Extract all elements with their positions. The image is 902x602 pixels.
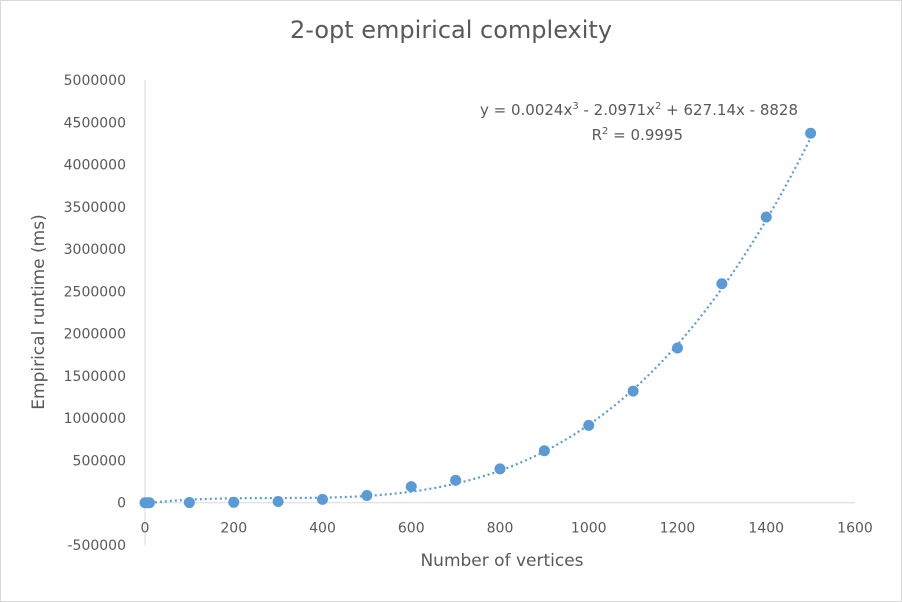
- y-tick-label: 4500000: [64, 115, 126, 131]
- y-tick-label: 2500000: [64, 284, 126, 300]
- eq-exp-2: 2: [655, 101, 661, 112]
- x-tick-label: 600: [398, 521, 425, 537]
- trendline-r-squared: R2 = 0.9995: [592, 126, 683, 144]
- x-tick-label: 200: [220, 521, 247, 537]
- data-point: [672, 342, 683, 354]
- data-point: [494, 463, 506, 475]
- data-point: [317, 493, 328, 505]
- x-tick-label: 800: [487, 521, 514, 537]
- eq-part-1: y = 0.0024x: [480, 101, 572, 119]
- y-tick-label: 3000000: [64, 242, 126, 258]
- data-point: [361, 490, 373, 502]
- x-tick-label: 1600: [837, 521, 873, 537]
- data-points: [139, 127, 817, 509]
- data-point: [450, 474, 462, 486]
- r2-prefix: R: [592, 126, 602, 144]
- y-tick-label: -500000: [68, 538, 127, 554]
- y-axis-title: Empirical runtime (ms): [29, 214, 49, 409]
- x-tick-label: 1000: [571, 521, 607, 537]
- x-axis-title: Number of vertices: [420, 551, 583, 571]
- x-tick-label: 400: [309, 521, 336, 537]
- r2-value: = 0.9995: [608, 126, 683, 144]
- data-point: [143, 497, 155, 509]
- y-tick-label: 0: [117, 496, 126, 512]
- data-point: [272, 495, 284, 507]
- data-point: [716, 278, 728, 290]
- data-point: [627, 385, 639, 397]
- trendline-curve: [144, 137, 812, 505]
- eq-part-2: - 2.0971x: [579, 101, 655, 119]
- y-tick-label: 1000000: [64, 411, 126, 427]
- y-tick-label: 4000000: [64, 158, 126, 174]
- eq-part-3: + 627.14x - 8828: [661, 101, 798, 119]
- trendline: [144, 137, 812, 505]
- axes: [144, 80, 855, 545]
- data-point: [805, 127, 817, 139]
- y-tick-label: 2000000: [64, 327, 126, 343]
- data-point: [405, 481, 417, 493]
- r2-exp: 2: [602, 126, 608, 137]
- tick-labels: -500000050000010000001500000200000025000…: [64, 73, 873, 554]
- y-tick-label: 3500000: [64, 200, 126, 216]
- y-tick-label: 5000000: [64, 73, 126, 89]
- data-point: [228, 496, 240, 508]
- data-point: [583, 419, 595, 431]
- y-tick-label: 500000: [73, 453, 126, 469]
- y-tick-label: 1500000: [64, 369, 126, 385]
- chart-title: 2-opt empirical complexity: [289, 16, 613, 44]
- data-point: [538, 445, 550, 457]
- x-tick-label: 1200: [660, 521, 696, 537]
- x-tick-label: 1400: [748, 521, 784, 537]
- eq-exp-3: 3: [572, 101, 578, 112]
- data-point: [183, 497, 195, 509]
- data-point: [760, 211, 772, 223]
- trendline-equation: y = 0.0024x3 - 2.0971x2 + 627.14x - 8828: [480, 101, 798, 119]
- x-tick-label: 0: [141, 521, 150, 537]
